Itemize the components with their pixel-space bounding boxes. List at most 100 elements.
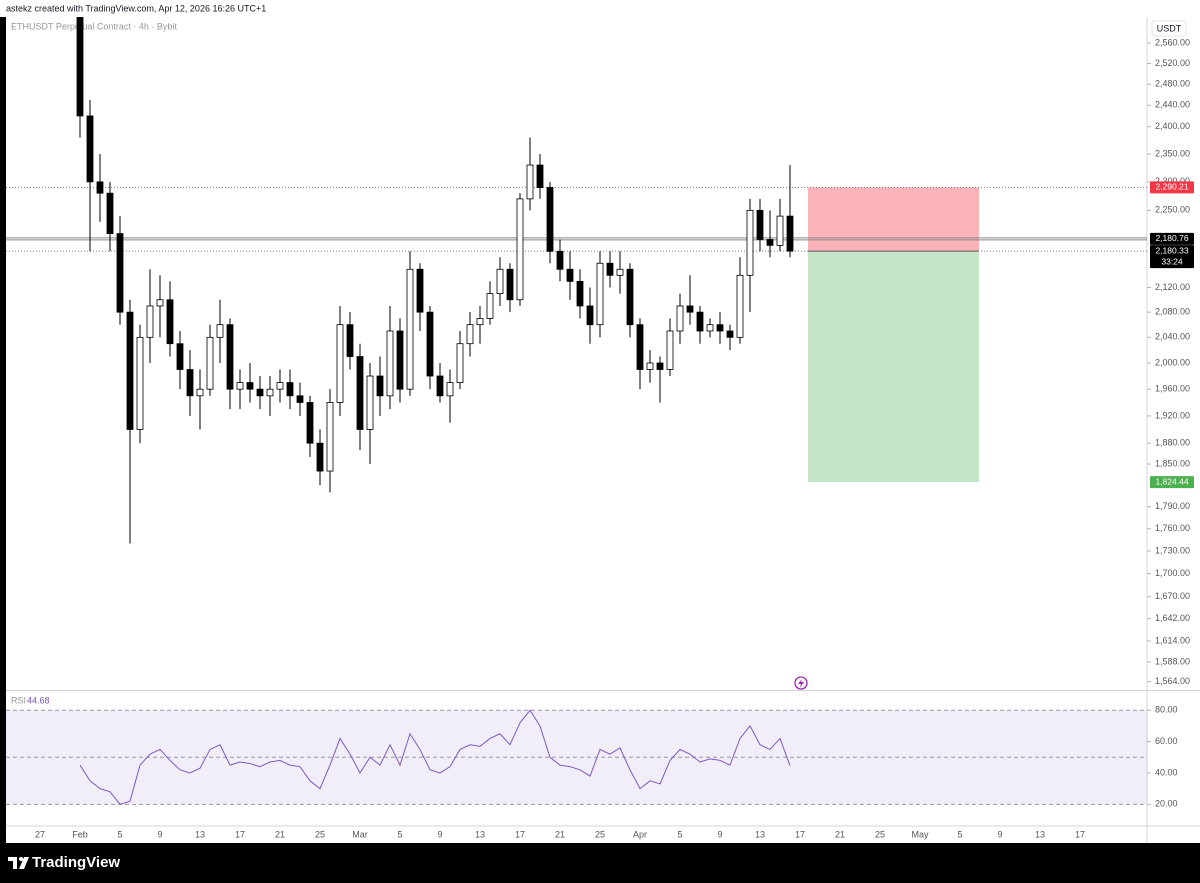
currency[interactable]: USDT <box>1157 23 1182 33</box>
candle-body <box>756 209 764 240</box>
candle-body <box>486 293 494 319</box>
y-tick-label: 2,000.00 <box>1155 357 1190 367</box>
candle-body <box>86 115 94 183</box>
candle-body <box>616 268 624 276</box>
y-tick-label: 2,560.00 <box>1155 37 1190 47</box>
y-tick-label: 1,730.00 <box>1155 545 1190 555</box>
price-badge-label: 2,180.76 <box>1155 233 1188 243</box>
candle-body <box>226 324 234 390</box>
candle-body <box>436 375 444 397</box>
footer-bar <box>0 843 1200 883</box>
event-icon-bolt <box>798 679 804 688</box>
candle-body <box>376 375 384 397</box>
candle-body <box>306 402 314 444</box>
candle-body <box>296 395 304 403</box>
rsi-title: RSI <box>11 695 26 705</box>
candle-body <box>586 305 594 326</box>
y-tick-label: 2,040.00 <box>1155 332 1190 342</box>
price-badge <box>1150 245 1194 269</box>
y-tick-label: 1,670.00 <box>1155 591 1190 601</box>
y-tick-label: 80.00 <box>1155 705 1178 715</box>
x-tick-label: 25 <box>875 829 885 839</box>
x-tick-label: 17 <box>235 829 245 839</box>
candle-body <box>786 215 794 252</box>
candle-body <box>346 324 354 357</box>
chart-area <box>6 17 1200 843</box>
y-tick-label: 1,960.00 <box>1155 384 1190 394</box>
candle-body <box>146 305 154 338</box>
candle-body <box>646 362 654 370</box>
candle-body <box>706 324 714 332</box>
candle-body <box>116 233 124 313</box>
candle-body <box>396 330 404 390</box>
y-tick-label: 20.00 <box>1155 799 1178 809</box>
y-tick-label: 1,614.00 <box>1155 635 1190 645</box>
candle-body <box>126 311 134 430</box>
candle-body <box>416 268 424 313</box>
candle-body <box>156 299 164 307</box>
y-tick-label: 60.00 <box>1155 736 1178 746</box>
candle-body <box>566 268 574 282</box>
y-tick-label: 1,760.00 <box>1155 523 1190 533</box>
candle-body <box>716 324 724 332</box>
candle-body <box>186 369 194 397</box>
x-tick-label: 5 <box>117 829 122 839</box>
x-tick-label: 5 <box>397 829 402 839</box>
header-bar <box>0 0 1200 17</box>
candle-body <box>686 305 694 313</box>
candle-body <box>356 356 364 430</box>
symbol-legend: ETHUSDT Perpetual Contract · 4h · Bybit <box>11 21 177 31</box>
x-tick-label: May <box>911 829 929 839</box>
candle-body <box>96 181 104 194</box>
y-tick-label: 2,300.00 <box>1155 176 1190 186</box>
candle-body <box>776 215 784 246</box>
y-tick-label: 1,642.00 <box>1155 613 1190 623</box>
candle-body <box>636 324 644 370</box>
price-badge <box>1150 181 1194 194</box>
candle-body <box>406 268 414 390</box>
time-axis: 27 Feb 5 9 13 17 21 25 Mar 5 9 13 17 21 25 Apr 5 9 13 17 21 2… <box>35 829 1085 839</box>
candle-body <box>746 209 754 276</box>
currency-box[interactable] <box>1151 20 1187 37</box>
price-axis: 2,560.00 2,520.00 2,480.00 2,440.00 2,400.00… <box>1147 37 1194 686</box>
candle-body <box>246 382 254 390</box>
candle-body <box>726 330 734 338</box>
y-tick-label: 40.00 <box>1155 767 1178 777</box>
candle-body <box>426 311 434 377</box>
x-tick-label: 9 <box>157 829 162 839</box>
x-tick-label: 13 <box>1035 829 1045 839</box>
y-tick-label: 2,120.00 <box>1155 282 1190 292</box>
candle-body <box>266 388 274 397</box>
candle-body <box>386 330 394 397</box>
y-tick-label: 1,564.00 <box>1155 676 1190 686</box>
price-badge-label: 1,824.44 <box>1155 476 1188 486</box>
candle-body <box>526 164 534 200</box>
y-tick-label: 1,790.00 <box>1155 501 1190 511</box>
candle-body <box>326 402 334 472</box>
candle-body <box>506 268 514 301</box>
candle-body <box>446 382 454 397</box>
candle-body <box>466 324 474 345</box>
candle-body <box>236 382 244 390</box>
x-tick-label: 9 <box>717 829 722 839</box>
price-badge-label: 2,290.21 <box>1155 182 1188 192</box>
candle-body <box>596 262 604 326</box>
price-badge <box>1150 476 1194 489</box>
x-tick-label: 5 <box>677 829 682 839</box>
reward-zone <box>808 251 979 483</box>
candle-body <box>546 187 554 252</box>
candle-body <box>76 17 84 117</box>
y-tick-label: 2,250.00 <box>1155 205 1190 215</box>
candle-body <box>606 262 614 276</box>
candle-body <box>276 382 284 390</box>
candle-body <box>216 324 224 338</box>
candle-body <box>656 362 664 370</box>
y-tick-label: 2,520.00 <box>1155 58 1190 68</box>
risk-zone <box>808 187 979 252</box>
x-tick-label: 17 <box>795 829 805 839</box>
x-tick-label: 17 <box>1075 829 1085 839</box>
candle-body <box>696 311 704 332</box>
y-tick-label: 2,440.00 <box>1155 100 1190 110</box>
rsi-value: 44.68 <box>27 695 50 705</box>
